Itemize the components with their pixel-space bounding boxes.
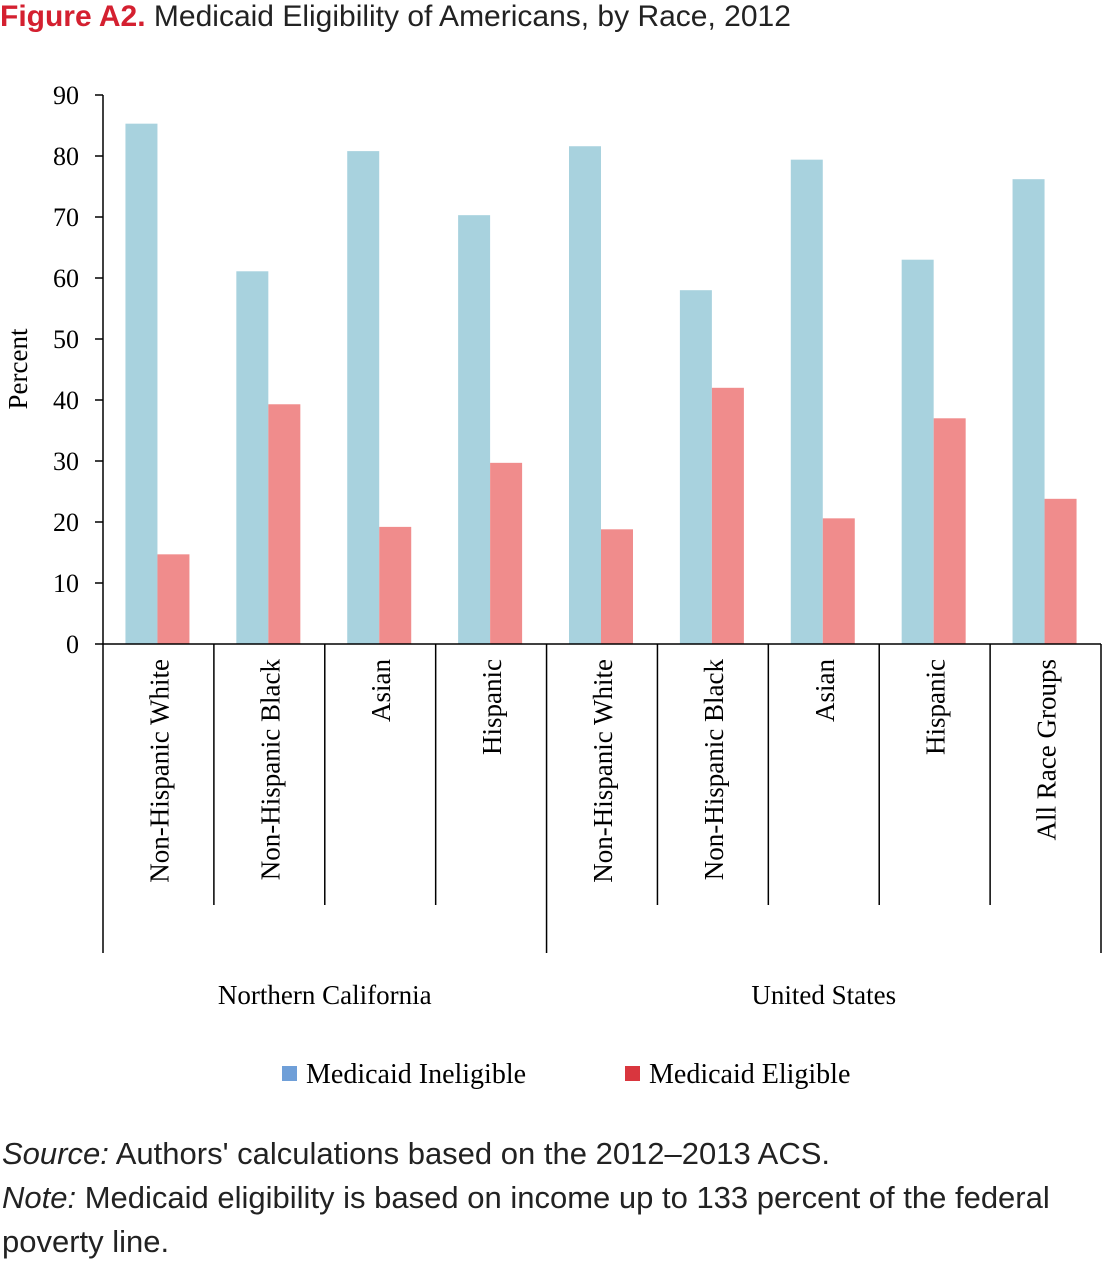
- legend-swatch: [282, 1066, 297, 1081]
- y-tick-label: 10: [53, 569, 79, 598]
- bar-eligible: [490, 462, 523, 644]
- y-tick-label: 40: [53, 386, 79, 415]
- bar-ineligible: [790, 159, 823, 644]
- x-category-label: Hispanic: [921, 659, 951, 755]
- bar-eligible: [711, 387, 744, 644]
- x-category-label: Non-Hispanic Black: [255, 659, 285, 881]
- x-group-label: Northern California: [218, 980, 432, 1010]
- note-line: Note: Medicaid eligibility is based on i…: [2, 1176, 1117, 1264]
- bar-ineligible: [569, 146, 601, 645]
- chart-title: Figure A2. Medicaid Eligibility of Ameri…: [0, 0, 791, 34]
- y-tick-label: 60: [53, 264, 79, 293]
- bar-chart: 0 10 20 30 40 50 60 70 80 90 Percent Non-Hispanic W…: [3, 81, 1102, 1090]
- y-tick-label: 70: [53, 203, 79, 232]
- y-tick-label: 20: [53, 508, 79, 537]
- x-category-label: Asian: [366, 659, 396, 722]
- y-tick-label: 80: [53, 142, 79, 171]
- x-category-label: Hispanic: [477, 659, 507, 755]
- bar-ineligible: [458, 215, 491, 645]
- y-axis-label: Percent: [3, 328, 33, 409]
- note-text: Medicaid eligibility is based on income …: [2, 1180, 1050, 1259]
- bar-eligible: [1044, 498, 1077, 644]
- source-line: Source: Authors' calculations based on t…: [2, 1132, 1117, 1176]
- bar-eligible: [822, 518, 855, 644]
- legend-swatch: [625, 1066, 640, 1081]
- bar-eligible: [933, 418, 966, 644]
- legend-label: Medicaid Ineligible: [306, 1059, 526, 1090]
- bar-eligible: [268, 404, 301, 644]
- x-group-label: United States: [751, 980, 896, 1010]
- bar-ineligible: [901, 259, 934, 644]
- x-category-label: Non-Hispanic White: [588, 659, 618, 883]
- bar-ineligible: [1012, 179, 1045, 644]
- x-category-label: Non-Hispanic White: [144, 659, 174, 883]
- bar-ineligible: [236, 271, 269, 644]
- bar-ineligible: [347, 151, 380, 644]
- x-category-label: Non-Hispanic Black: [699, 659, 729, 881]
- legend-label: Medicaid Eligible: [649, 1059, 850, 1090]
- bar-eligible: [601, 529, 633, 644]
- y-tick-label: 50: [53, 325, 79, 354]
- source-text: Authors' calculations based on the 2012–…: [108, 1136, 831, 1171]
- y-tick-label: 90: [53, 81, 79, 110]
- x-category-label: All Race Groups: [1032, 659, 1062, 840]
- bar-ineligible: [125, 123, 158, 645]
- figure-footer: Source: Authors' calculations based on t…: [2, 1132, 1117, 1264]
- note-label: Note:: [2, 1180, 77, 1215]
- figure-title-text: Medicaid Eligibility of Americans, by Ra…: [153, 0, 791, 33]
- source-label: Source:: [2, 1136, 109, 1171]
- bar-ineligible: [679, 290, 712, 644]
- bar-eligible: [157, 554, 190, 644]
- y-tick-label: 0: [66, 630, 79, 659]
- figure-label: Figure A2.: [0, 0, 146, 33]
- bar-eligible: [379, 526, 412, 644]
- y-tick-label: 30: [53, 447, 79, 476]
- x-category-label: Asian: [810, 659, 840, 722]
